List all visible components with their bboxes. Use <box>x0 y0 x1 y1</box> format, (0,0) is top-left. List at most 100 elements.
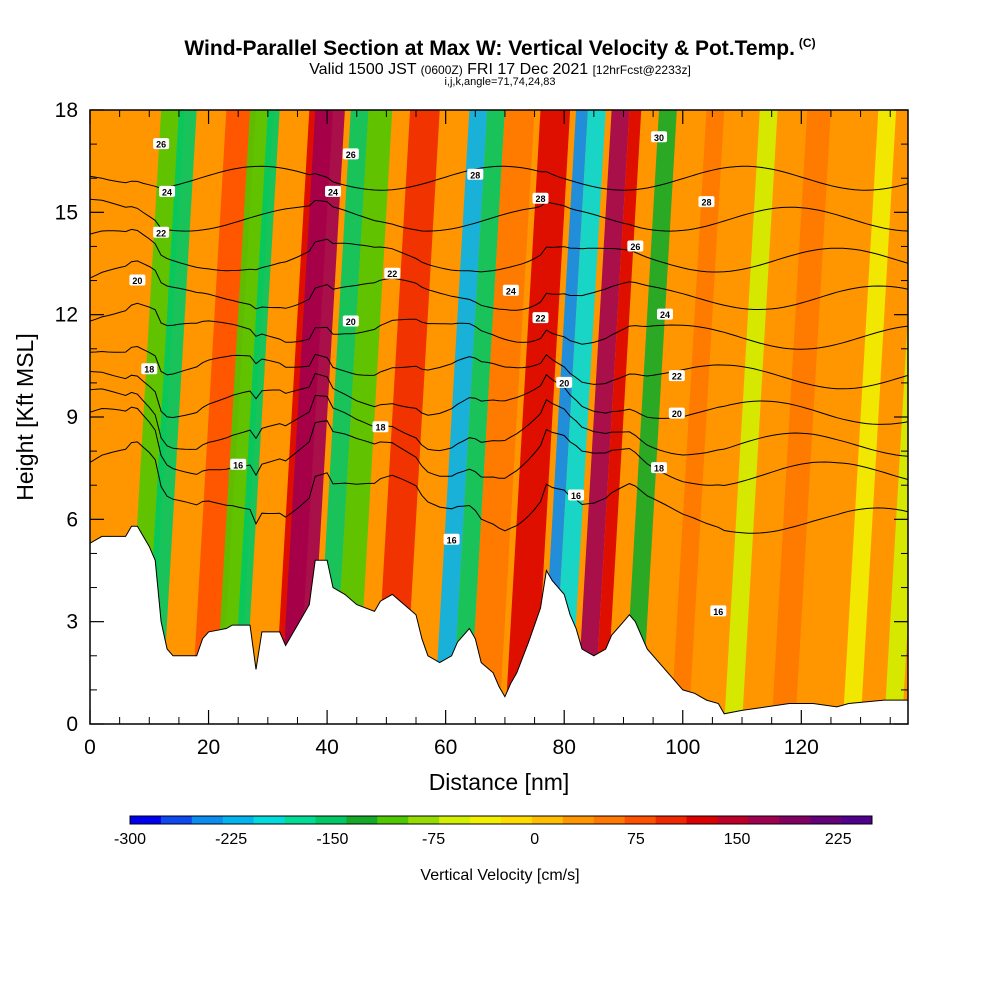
contour-label-bg <box>153 226 170 238</box>
contour-label-bg <box>556 376 573 388</box>
colorbar-tick-label: 150 <box>724 831 751 848</box>
contour-label: 30 <box>651 131 668 143</box>
contour-label-text: 28 <box>535 194 545 204</box>
contour-label: 20 <box>342 315 359 327</box>
w-band <box>279 110 345 724</box>
contour-label-text: 24 <box>162 187 172 197</box>
colorbar-swatch <box>624 816 656 824</box>
contour-label-text: 28 <box>470 170 480 180</box>
contour-label-bg <box>384 267 401 279</box>
w-band <box>670 110 725 724</box>
theta-contour <box>90 371 908 425</box>
theta-contour <box>90 198 908 232</box>
y-tick-label: 9 <box>66 406 78 429</box>
colorbar-tick-label: -300 <box>114 831 146 848</box>
contour-label-text: 18 <box>144 365 154 375</box>
contour-label: 20 <box>129 274 146 286</box>
contour-label-text: 24 <box>660 310 670 320</box>
contour-label: 18 <box>141 363 158 375</box>
w-band <box>576 110 630 724</box>
contour-label: 28 <box>467 168 484 180</box>
contour-label-bg <box>698 196 715 208</box>
w-band <box>540 110 588 724</box>
contour-label-bg <box>627 240 644 252</box>
chart-subtitle: Valid 1500 JST (0600Z) FRI 17 Dec 2021 [… <box>0 61 1000 79</box>
contour-label: 24 <box>325 185 342 197</box>
contour-label-text: 22 <box>156 228 166 238</box>
contour-label-bg <box>372 421 389 433</box>
w-band <box>374 110 440 724</box>
contour-label-text: 20 <box>559 378 569 388</box>
colorbar-swatch <box>284 816 316 824</box>
contour-label-text: 16 <box>571 491 581 501</box>
colorbar-swatch <box>748 816 780 824</box>
colorbar-swatch <box>253 816 285 824</box>
contour-label-bg <box>656 308 673 320</box>
x-tick-label: 0 <box>84 736 96 759</box>
contour-label-bg <box>532 192 549 204</box>
theta-contour <box>90 406 908 487</box>
contour-label: 22 <box>532 312 549 324</box>
contour-label-bg <box>325 185 342 197</box>
colorbar-title: Vertical Velocity [cm/s] <box>420 867 579 884</box>
colorbar-swatch <box>655 816 687 824</box>
contour-label-bg <box>230 458 247 470</box>
y-tick-label: 15 <box>55 201 78 224</box>
w-band <box>232 110 280 724</box>
contour-label: 18 <box>372 421 389 433</box>
contour-label-bg <box>532 312 549 324</box>
w-band <box>433 110 488 724</box>
x-tick-label: 80 <box>553 736 576 759</box>
w-band <box>771 110 831 724</box>
contour-label-bg <box>342 315 359 327</box>
colorbar-frame <box>129 815 873 825</box>
x-axis-title: Distance [nm] <box>429 769 570 795</box>
colorbar-swatch <box>439 816 471 824</box>
colorbar-swatch <box>562 816 595 824</box>
contour-label: 16 <box>230 458 247 470</box>
contour-label: 26 <box>153 138 170 150</box>
colorbar-swatch <box>686 816 718 824</box>
theta-contour <box>90 228 908 273</box>
colorbar-tick-label: -225 <box>215 831 247 848</box>
contour-label-text: 30 <box>654 133 664 143</box>
velocity-field <box>90 110 908 724</box>
contour-label-bg <box>159 185 176 197</box>
theta-contour <box>90 345 908 390</box>
w-band <box>333 110 393 724</box>
w-band <box>623 110 677 724</box>
contour-label-text: 20 <box>132 276 142 286</box>
chart-title: Wind-Parallel Section at Max W: Vertical… <box>0 36 1000 61</box>
contour-label-bg <box>668 370 685 382</box>
terrain-mask <box>90 525 908 724</box>
y-axis-title: Height [Kft MSL] <box>12 333 38 500</box>
contour-label: 18 <box>651 462 668 474</box>
w-band <box>451 110 505 724</box>
colorbar-swatch <box>222 816 254 824</box>
theta-contour <box>90 165 908 191</box>
colorbar: -300 -225 -150 -75 0 75 150 225 <box>114 815 873 848</box>
contour-label-text: 28 <box>701 198 711 208</box>
theta-contours <box>90 165 908 534</box>
chart-title-text: Wind-Parallel Section at Max W: Vertical… <box>184 37 795 60</box>
contour-label-text: 22 <box>535 314 545 324</box>
indices-line: i,j,k,angle=71,74,24,83 <box>444 76 556 88</box>
theta-contour <box>90 441 908 534</box>
contour-label-text: 26 <box>156 140 166 150</box>
x-tick-label: 20 <box>197 736 220 759</box>
utc-time: (0600Z) <box>420 63 463 77</box>
contour-label: 22 <box>384 267 401 279</box>
contour-label-text: 16 <box>447 535 457 545</box>
w-band <box>469 110 535 724</box>
x-tick-label: 100 <box>665 736 700 759</box>
w-band <box>190 110 256 724</box>
contour-label-text: 18 <box>654 464 664 474</box>
contour-label-bg <box>651 462 668 474</box>
x-tick-label: 60 <box>434 736 457 759</box>
contour-label-bg <box>668 407 685 419</box>
contour-label: 16 <box>443 533 460 545</box>
valid-date: FRI 17 Dec 2021 <box>467 61 589 78</box>
contour-label-text: 16 <box>713 607 723 617</box>
y-tick-label: 3 <box>66 611 78 634</box>
